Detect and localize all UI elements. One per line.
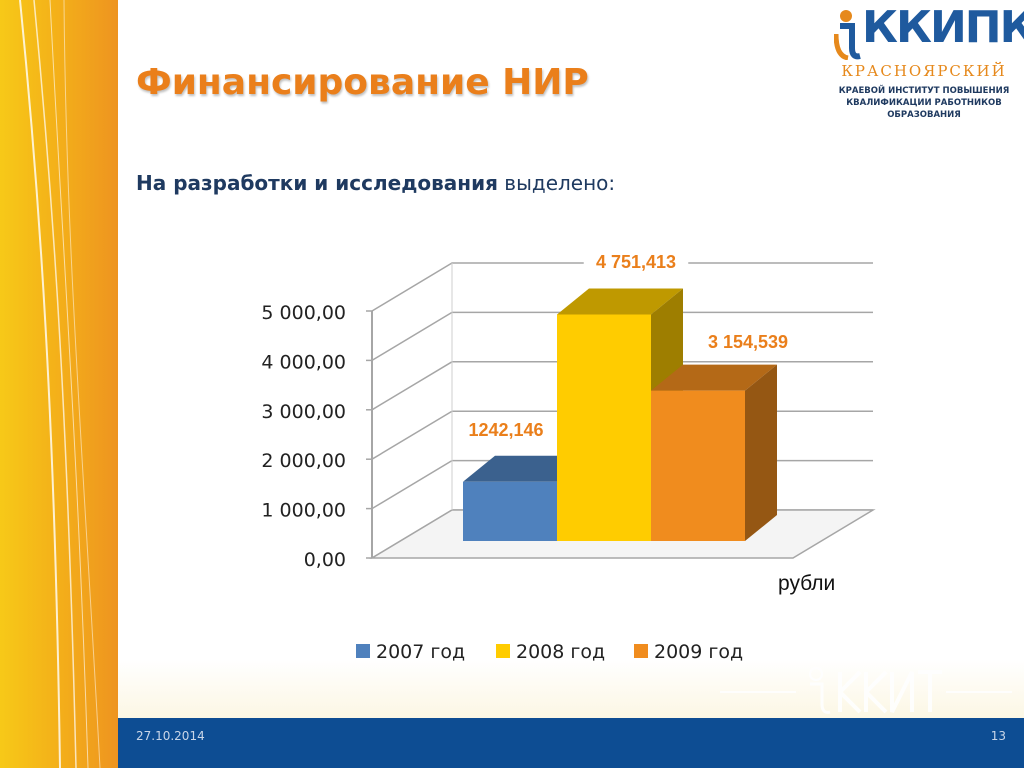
y-tick-label: 3 000,00 xyxy=(261,401,346,423)
subtitle: На разработки и исследования выделено: xyxy=(136,171,615,195)
slide-title: Финансирование НИР xyxy=(136,62,589,103)
y-tick-label: 2 000,00 xyxy=(261,450,346,472)
legend-swatch xyxy=(634,644,648,658)
bar-top xyxy=(651,364,777,391)
subtitle-rest: выделено: xyxy=(497,171,616,195)
subtitle-bold: На разработки и исследования xyxy=(136,171,498,195)
y-tick-label: 4 000,00 xyxy=(261,351,346,373)
footer-bar xyxy=(118,718,1024,768)
bar xyxy=(557,314,651,541)
bar-top xyxy=(557,288,683,315)
data-label: 4 751,413 xyxy=(596,252,676,272)
logo-line-1: КРАЕВОЙ ИНСТИТУТ ПОВЫШЕНИЯ xyxy=(838,86,1010,96)
page-number: 13 xyxy=(990,729,1006,743)
logo-brand-text: ККИПК xyxy=(862,2,1024,53)
logo-line-2: КВАЛИФИКАЦИИ РАБОТНИКОВ xyxy=(846,98,1002,108)
data-label-bg xyxy=(695,328,801,356)
legend-swatch xyxy=(356,644,370,658)
footer-glow xyxy=(118,660,1024,718)
footer-date: 27.10.2014 xyxy=(136,729,205,743)
data-label: 1242,146 xyxy=(468,420,543,440)
funding-chart: 0,00 1 000,00 2 000,00 3 000,00 4 000,00 5 00… xyxy=(261,248,876,663)
y-tick-label: 0,00 xyxy=(304,549,346,571)
bar-side xyxy=(745,364,777,541)
logo-city: КРАСНОЯРСКИЙ xyxy=(841,62,1007,80)
unit-label: рубли xyxy=(778,572,835,595)
y-tick-label: 5 000,00 xyxy=(261,302,346,324)
decorative-curves xyxy=(19,0,101,768)
legend-label: 2007 год xyxy=(376,641,465,663)
kkipk-logo: ККИПК КРАСНОЯРСКИЙ КРАЕВОЙ ИНСТИТУТ ПОВЫ… xyxy=(826,2,1024,124)
bar xyxy=(651,390,745,541)
legend-label: 2009 год xyxy=(654,641,743,663)
data-label-bg xyxy=(583,248,689,276)
legend-label: 2008 год xyxy=(516,641,605,663)
logo-figure-icon xyxy=(834,10,861,60)
data-label: 3 154,539 xyxy=(708,332,788,352)
legend-swatch xyxy=(496,644,510,658)
data-label-bg xyxy=(459,416,553,444)
logo-line-3: ОБРАЗОВАНИЯ xyxy=(887,110,961,120)
logo-watermark-icon xyxy=(720,667,1012,714)
decorative-left-band xyxy=(0,0,118,768)
y-tick-label: 1 000,00 xyxy=(261,500,346,522)
bar xyxy=(463,481,557,541)
